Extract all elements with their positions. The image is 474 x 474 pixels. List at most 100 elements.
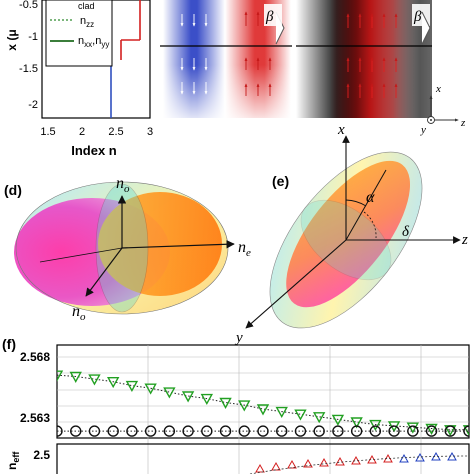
data-point-circle (257, 425, 269, 437)
ellipsoid-orange-half (98, 192, 222, 296)
neff-plot-panel: (f) 2.568 2.563 2.5 neff (2, 336, 470, 474)
y-tick-label: -2 (28, 99, 38, 111)
data-point-circle (388, 425, 400, 437)
y-ticks-f: 2.568 2.563 (20, 350, 50, 425)
panel-e-label: (e) (272, 173, 289, 189)
panel-a-y-axis-label: x (μ (5, 29, 19, 50)
label-no-top: no (116, 175, 130, 195)
data-point-circle (70, 425, 82, 437)
data-point-triangle (125, 380, 139, 393)
legend-clad: clad (78, 1, 95, 11)
x-tick-label: 2 (79, 126, 85, 138)
data-point-circle (463, 425, 469, 437)
beta-label-left: β (265, 9, 274, 25)
field-panel-left: β (158, 0, 294, 118)
plot-f-frame (56, 344, 470, 439)
plot-f-gridlines (57, 345, 469, 474)
data-point-circle (57, 425, 63, 437)
data-point-triangle (312, 412, 326, 424)
data-point-circle (238, 425, 250, 437)
data-point-triangle (350, 417, 363, 429)
x-tick-label: 1.5 (40, 126, 55, 138)
tilted-inner-ellipsoid (286, 160, 411, 308)
data-point-triangle (181, 391, 195, 403)
axis-no-bottom (85, 247, 123, 297)
triad-z-label: z (460, 117, 466, 129)
data-point-triangle (425, 423, 438, 435)
data-point-triangle (200, 393, 214, 406)
data-point-circle (182, 425, 194, 437)
triad-x-label: x (435, 83, 441, 95)
data-point-circle (350, 425, 363, 437)
data-point-circle (407, 425, 419, 437)
data-point-circle (219, 425, 232, 437)
triad-y-label: y (420, 124, 426, 136)
data-point-circle (294, 425, 307, 437)
y-tick-label: 2.563 (20, 411, 50, 425)
data-point-triangle (331, 414, 345, 426)
y-tick-label: -0.5 (19, 0, 38, 11)
panel-d-label: (d) (4, 182, 22, 198)
ellipsoid-panel-d: (d) no ne no (4, 175, 251, 323)
y-tick-label: -1 (28, 31, 38, 43)
ellipsoid-panel-e: (e) x z y α δ (234, 122, 468, 346)
lower-series-red (255, 453, 393, 473)
y-tick-label: 2.568 (20, 350, 50, 364)
data-point-triangle (406, 422, 420, 434)
data-point-circle (163, 425, 176, 437)
data-point-triangle (275, 406, 288, 419)
beta-brace-right (421, 11, 431, 45)
plot-f-lower-frame (56, 443, 470, 474)
axis-z-e-label: z (461, 232, 468, 248)
dark-red-field-lobe (330, 0, 420, 118)
lower-fit-line (249, 455, 470, 474)
optic-axis-e (345, 169, 387, 241)
data-point-circle (313, 425, 325, 437)
axis-y-e (245, 239, 347, 329)
data-point-circle (369, 425, 382, 437)
data-point-circle (88, 425, 101, 437)
neff-axis-label: neff (5, 451, 21, 470)
delta-label: δ (402, 224, 410, 240)
data-point-circle (332, 425, 344, 437)
data-point-circle (144, 425, 157, 437)
data-point-triangle (219, 397, 232, 409)
legend-nxx-nyy: nxx,nyy (78, 35, 109, 49)
alpha-label: α (366, 189, 375, 206)
label-ne: ne (238, 239, 251, 259)
data-point-triangle (369, 419, 382, 432)
lower-series-blue (399, 451, 457, 463)
data-point-triangle (163, 387, 176, 399)
panel-a-frame (41, 0, 151, 119)
index-profile-panel: x (μ -0.5 -1 -1.5 -2 1.5 2 2.5 3 Index n… (5, 0, 153, 158)
x-tick-label: 3 (147, 126, 153, 138)
panel-a-x-ticks: 1.5 2 2.5 3 (40, 126, 153, 138)
y-tick-label: -1.5 (19, 63, 38, 75)
panel-a-x-axis-label: Index n (71, 143, 117, 158)
panel-a-legend: clad nzz nxx,nyy (45, 0, 113, 67)
data-point-circle (201, 425, 213, 437)
panel-f-label: (f) (2, 336, 16, 352)
data-point-circle (444, 425, 456, 437)
field-panel-right: β (296, 0, 432, 118)
axis-y-e-label: y (234, 330, 243, 346)
legend-nzz: nzz (80, 15, 94, 29)
beta-label-right: β (413, 9, 422, 25)
plot-f-series (57, 370, 469, 437)
coordinate-triad-small: x z y (420, 83, 466, 136)
axis-x-e-label: x (337, 122, 345, 138)
label-no-bottom: no (72, 303, 86, 323)
data-point-circle (126, 425, 138, 437)
data-point-triangle (294, 409, 307, 421)
data-point-triangle (144, 383, 157, 395)
data-point-triangle (256, 404, 270, 416)
y-tick-lower: 2.5 (33, 448, 50, 462)
data-point-triangle (106, 377, 120, 389)
data-point-circle (425, 425, 438, 437)
axis-ne (121, 240, 235, 249)
field-arrows-blue (180, 14, 208, 95)
series-guide-line (57, 374, 469, 431)
data-point-triangle (57, 370, 64, 382)
data-point-triangle (69, 371, 82, 383)
